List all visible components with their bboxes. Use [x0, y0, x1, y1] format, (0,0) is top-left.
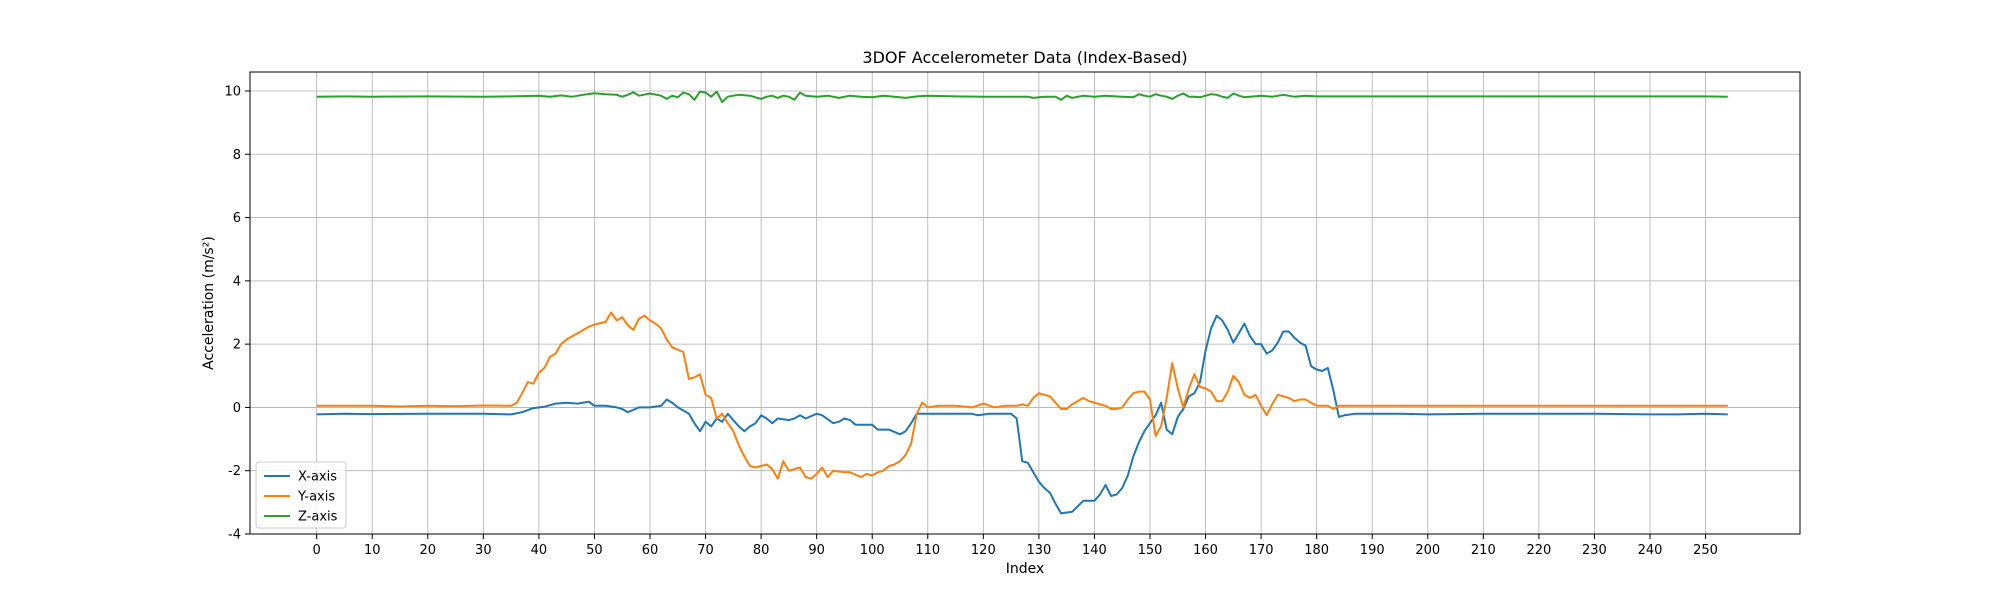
y-axis-label: Acceleration (m/s²) [201, 236, 217, 370]
x-tick-label: 210 [1471, 543, 1496, 558]
x-tick-label: 140 [1082, 543, 1107, 558]
x-tick-label: 190 [1360, 543, 1385, 558]
x-tick-label: 120 [971, 543, 996, 558]
series-line-z-axis [316, 90, 1728, 104]
legend-entry: X-axis [298, 470, 337, 485]
x-axis-label: Index [1006, 561, 1045, 577]
legend-entry: Y-axis [297, 490, 335, 505]
x-tick-label: 250 [1693, 543, 1718, 558]
x-tick-label: 200 [1415, 543, 1440, 558]
y-tick-label: 4 [233, 274, 241, 289]
plot-area [250, 72, 1800, 534]
x-tick-label: 0 [313, 543, 321, 558]
x-tick-label: 220 [1526, 543, 1551, 558]
series-line-y-axis [316, 311, 1728, 480]
x-tick-label: 100 [860, 543, 885, 558]
legend-box [255, 461, 347, 529]
x-tick-label: 30 [475, 543, 492, 558]
x-tick-label: 110 [915, 543, 940, 558]
plot-frame [249, 71, 1801, 535]
y-tick-label: 6 [233, 211, 241, 226]
x-tick-label: 70 [697, 543, 714, 558]
y-tick-label: -4 [228, 528, 241, 543]
y-tick-label: 0 [233, 401, 241, 416]
grid [250, 72, 1800, 535]
x-tick-label: 170 [1249, 543, 1274, 558]
y-tick-label: -2 [228, 464, 241, 479]
x-tick-label: 240 [1638, 543, 1663, 558]
x-tick-label: 150 [1138, 543, 1163, 558]
x-tick-label: 160 [1193, 543, 1218, 558]
x-tick-label: 50 [586, 543, 603, 558]
x-tick-label: 90 [808, 543, 825, 558]
legend-entry: Z-axis [298, 510, 338, 525]
y-tick-label: 10 [224, 84, 241, 99]
x-tick-label: 40 [531, 543, 548, 558]
x-tick-label: 230 [1582, 543, 1607, 558]
axis-ticks: 0 10 20 30 40 50 60 70 80 90 100 110 120 130 140 150 160… [224, 84, 1718, 558]
x-tick-label: 180 [1304, 543, 1329, 558]
x-tick-label: 10 [364, 543, 381, 558]
x-tick-label: 20 [420, 543, 437, 558]
chart-title: 3DOF Accelerometer Data (Index-Based) [862, 48, 1187, 67]
y-tick-label: 8 [233, 148, 241, 163]
series-line-x-axis [316, 314, 1728, 515]
y-tick-label: 2 [233, 338, 241, 353]
legend: X-axis Y-axis Z-axis [255, 461, 347, 529]
x-tick-label: 60 [642, 543, 659, 558]
x-tick-label: 130 [1026, 543, 1051, 558]
series-lines [316, 90, 1728, 515]
x-tick-label: 80 [753, 543, 770, 558]
